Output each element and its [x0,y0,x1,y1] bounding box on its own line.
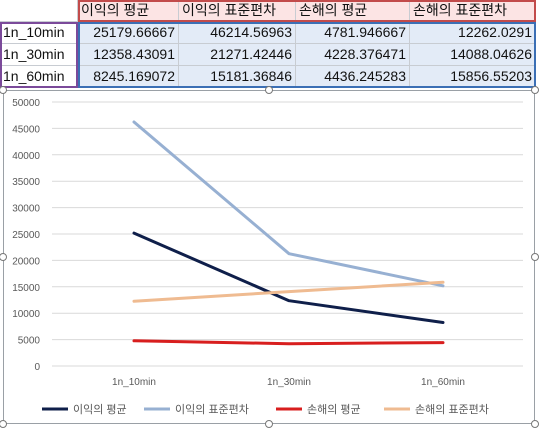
chart-area[interactable] [3,90,535,424]
data-cell[interactable]: 46214.56963 [179,22,296,44]
header-cell-profit-std[interactable]: 이익의 표준편차 [179,0,296,22]
resize-handle-top-center[interactable] [265,86,273,94]
data-cell[interactable]: 4781.946667 [296,22,410,44]
header-cell-profit-mean[interactable]: 이익의 평균 [78,0,179,22]
data-cell[interactable]: 14088.04626 [410,44,536,66]
resize-handle-middle-left[interactable] [0,253,7,261]
header-cell-loss-std[interactable]: 손해의 표준편차 [410,0,536,22]
data-cell[interactable]: 12262.0291 [410,22,536,44]
resize-handle-top-right[interactable] [531,86,539,94]
resize-handle-top-left[interactable] [0,86,7,94]
data-cell[interactable]: 12358.43091 [78,44,179,66]
header-cell-loss-mean[interactable]: 손해의 평균 [296,0,410,22]
data-cell[interactable]: 21271.42446 [179,44,296,66]
row-label-cell[interactable]: 1n_10min [0,22,78,44]
table-corner-cell[interactable] [0,0,78,22]
data-cell[interactable]: 25179.66667 [78,22,179,44]
row-label-cell[interactable]: 1n_30min [0,44,78,66]
data-cell[interactable]: 8245.169072 [78,66,179,88]
spreadsheet-table: 이익의 평균 이익의 표준편차 손해의 평균 손해의 표준편차 1n_10min… [0,0,539,90]
row-label-cell[interactable]: 1n_60min [0,66,78,88]
data-cell[interactable]: 15856.55203 [410,66,536,88]
data-cell[interactable]: 15181.36846 [179,66,296,88]
resize-handle-middle-right[interactable] [531,253,539,261]
data-cell[interactable]: 4436.245283 [296,66,410,88]
data-cell[interactable]: 4228.376471 [296,44,410,66]
